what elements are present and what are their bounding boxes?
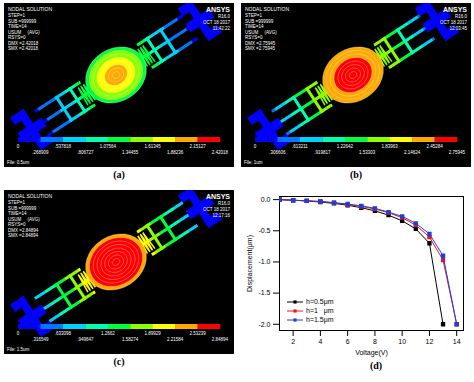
html-text:h=1 μm: h=1 μm — [306, 307, 334, 314]
svg-text:.316549: .316549 — [32, 337, 49, 342]
svg-text:USUM (AVG): USUM (AVG) — [245, 30, 277, 35]
svg-text:DMX =2.75945: DMX =2.75945 — [245, 41, 276, 46]
svg-text:TIME=14: TIME=14 — [8, 211, 27, 216]
svg-text:4: 4 — [318, 338, 322, 345]
svg-text:1.83963: 1.83963 — [382, 144, 399, 149]
svg-text:.806727: .806727 — [77, 150, 94, 155]
svg-text:.268909: .268909 — [32, 150, 49, 155]
svg-text:TIME=14: TIME=14 — [8, 24, 27, 29]
svg-text:2.15127: 2.15127 — [189, 144, 206, 149]
svg-text:2.45284: 2.45284 — [426, 144, 443, 149]
svg-text:NODAL SOLUTION: NODAL SOLUTION — [245, 6, 289, 12]
svg-text:.537818: .537818 — [55, 144, 72, 149]
svg-text:1.53303: 1.53303 — [359, 150, 376, 155]
html-text:(a): (a) — [113, 169, 125, 180]
svg-text:2: 2 — [291, 338, 295, 345]
svg-text:1.58274: 1.58274 — [122, 337, 139, 342]
svg-text:1.89929: 1.89929 — [145, 331, 162, 336]
svg-text:.919817: .919817 — [314, 150, 331, 155]
svg-text:File: 1um: File: 1um — [244, 160, 263, 165]
svg-text:.633098: .633098 — [55, 331, 72, 336]
svg-text:.306606: .306606 — [269, 150, 286, 155]
svg-text:OCT 18 2017: OCT 18 2017 — [440, 20, 467, 25]
svg-text:OCT 18 2017: OCT 18 2017 — [203, 207, 230, 212]
svg-text:File: 0.5um: File: 0.5um — [7, 160, 30, 165]
svg-text:11:42:22: 11:42:22 — [213, 26, 231, 31]
svg-text:SUB =999999: SUB =999999 — [8, 19, 37, 24]
svg-text:-1.5: -1.5 — [258, 289, 270, 296]
svg-text:8: 8 — [373, 338, 377, 345]
svg-text:14: 14 — [453, 338, 461, 345]
svg-text:0: 0 — [17, 331, 20, 336]
svg-text:SMX =2.84894: SMX =2.84894 — [8, 233, 38, 238]
svg-text:OCT 18 2017: OCT 18 2017 — [203, 20, 230, 25]
svg-text:NODAL SOLUTION: NODAL SOLUTION — [8, 6, 52, 12]
svg-text:STEP=1: STEP=1 — [8, 13, 25, 18]
svg-text:R16.0: R16.0 — [218, 14, 231, 19]
svg-text:1.2662: 1.2662 — [101, 331, 115, 336]
svg-text:STEP=1: STEP=1 — [245, 13, 262, 18]
svg-text:1.22642: 1.22642 — [337, 144, 354, 149]
svg-text:Displacement(μm): Displacement(μm) — [246, 235, 254, 292]
svg-text:RSYS=0: RSYS=0 — [245, 35, 263, 40]
svg-text:1.34455: 1.34455 — [122, 150, 139, 155]
svg-text:STEP=1: STEP=1 — [8, 200, 25, 205]
html-text:h=1.5μm: h=1.5μm — [306, 316, 334, 323]
svg-text:R16.0: R16.0 — [218, 201, 231, 206]
svg-text:RSYS=0: RSYS=0 — [8, 222, 26, 227]
svg-text:10: 10 — [398, 338, 406, 345]
svg-text:2.84894: 2.84894 — [212, 337, 229, 342]
svg-text:.613211: .613211 — [292, 144, 308, 149]
svg-text:SMX =2.42018: SMX =2.42018 — [8, 46, 38, 51]
svg-text:12: 12 — [426, 338, 434, 345]
svg-text:-0.5: -0.5 — [258, 227, 270, 234]
svg-text:2.75945: 2.75945 — [449, 150, 466, 155]
svg-text:ANSYS: ANSYS — [206, 193, 230, 200]
svg-text:USUM (AVG): USUM (AVG) — [8, 30, 40, 35]
svg-text:1.88236: 1.88236 — [167, 150, 184, 155]
svg-text:File: 1.5um: File: 1.5um — [7, 347, 30, 352]
svg-text:DMX =2.42018: DMX =2.42018 — [8, 41, 39, 46]
svg-text:SUB =999999: SUB =999999 — [245, 19, 274, 24]
html-text:h=0.5μm: h=0.5μm — [306, 298, 334, 305]
svg-text:ANSYS: ANSYS — [443, 6, 467, 13]
svg-text:Voltage(V): Voltage(V) — [355, 349, 388, 357]
svg-text:RSYS=0: RSYS=0 — [8, 35, 26, 40]
svg-text:SMX =2.75945: SMX =2.75945 — [245, 46, 275, 51]
svg-text:R16.0: R16.0 — [455, 14, 468, 19]
svg-text:-1.0: -1.0 — [258, 258, 270, 265]
html-text:(c): (c) — [113, 356, 125, 367]
svg-text:2.21584: 2.21584 — [167, 337, 184, 342]
svg-text:1.61345: 1.61345 — [145, 144, 162, 149]
html-text:(d): (d) — [369, 360, 383, 371]
svg-text:DMX =2.84894: DMX =2.84894 — [8, 228, 39, 233]
svg-text:2.53239: 2.53239 — [189, 331, 206, 336]
svg-text:6: 6 — [346, 338, 350, 345]
svg-text:2.14624: 2.14624 — [404, 150, 421, 155]
svg-text:TIME=14: TIME=14 — [245, 24, 264, 29]
html-text:(b): (b) — [349, 169, 363, 180]
svg-text:12:17:16: 12:17:16 — [212, 213, 230, 218]
svg-text:NODAL SOLUTION: NODAL SOLUTION — [8, 193, 52, 199]
svg-text:SUB =999999: SUB =999999 — [8, 206, 37, 211]
svg-text:.949647: .949647 — [77, 337, 94, 342]
svg-text:0: 0 — [254, 144, 257, 149]
svg-text:12:03:45: 12:03:45 — [449, 26, 467, 31]
svg-text:0.0: 0.0 — [261, 196, 271, 203]
svg-text:1.07564: 1.07564 — [100, 144, 117, 149]
svg-text:USUM (AVG): USUM (AVG) — [8, 217, 40, 222]
svg-text:0: 0 — [17, 144, 20, 149]
svg-text:2.42018: 2.42018 — [212, 150, 229, 155]
svg-text:ANSYS: ANSYS — [206, 6, 230, 13]
svg-text:-2.0: -2.0 — [258, 321, 270, 328]
